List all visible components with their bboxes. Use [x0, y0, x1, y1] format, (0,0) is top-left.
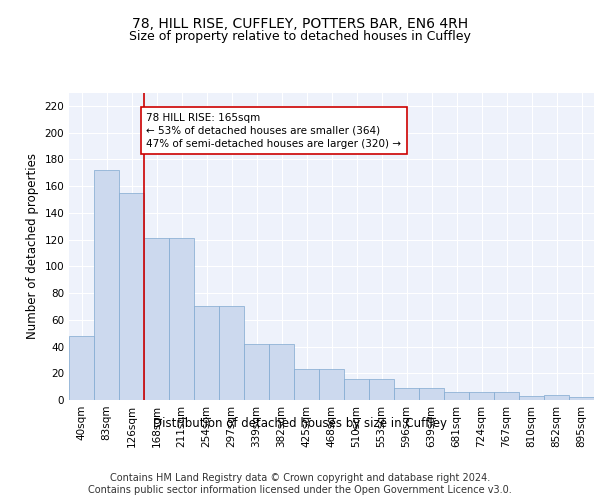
Text: Distribution of detached houses by size in Cuffley: Distribution of detached houses by size … — [153, 418, 447, 430]
Bar — [394, 388, 419, 400]
Bar — [319, 369, 344, 400]
Bar — [344, 378, 369, 400]
Text: Contains HM Land Registry data © Crown copyright and database right 2024.
Contai: Contains HM Land Registry data © Crown c… — [88, 474, 512, 495]
Bar — [444, 392, 469, 400]
Bar — [244, 344, 269, 400]
Bar — [369, 378, 394, 400]
Text: 78 HILL RISE: 165sqm
← 53% of detached houses are smaller (364)
47% of semi-deta: 78 HILL RISE: 165sqm ← 53% of detached h… — [146, 112, 401, 149]
Bar — [269, 344, 294, 400]
Bar — [544, 394, 569, 400]
Text: 78, HILL RISE, CUFFLEY, POTTERS BAR, EN6 4RH: 78, HILL RISE, CUFFLEY, POTTERS BAR, EN6… — [132, 18, 468, 32]
Bar — [469, 392, 494, 400]
Bar — [144, 238, 169, 400]
Bar — [194, 306, 219, 400]
Text: Size of property relative to detached houses in Cuffley: Size of property relative to detached ho… — [129, 30, 471, 43]
Bar — [519, 396, 544, 400]
Bar — [94, 170, 119, 400]
Bar — [119, 193, 144, 400]
Y-axis label: Number of detached properties: Number of detached properties — [26, 153, 39, 339]
Bar — [494, 392, 519, 400]
Bar — [169, 238, 194, 400]
Bar — [69, 336, 94, 400]
Bar — [219, 306, 244, 400]
Bar — [419, 388, 444, 400]
Bar — [569, 398, 594, 400]
Bar — [294, 369, 319, 400]
